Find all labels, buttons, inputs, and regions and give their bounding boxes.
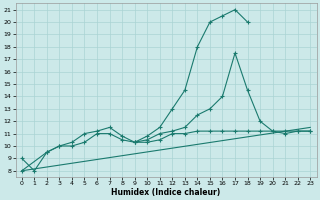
X-axis label: Humidex (Indice chaleur): Humidex (Indice chaleur) xyxy=(111,188,221,197)
